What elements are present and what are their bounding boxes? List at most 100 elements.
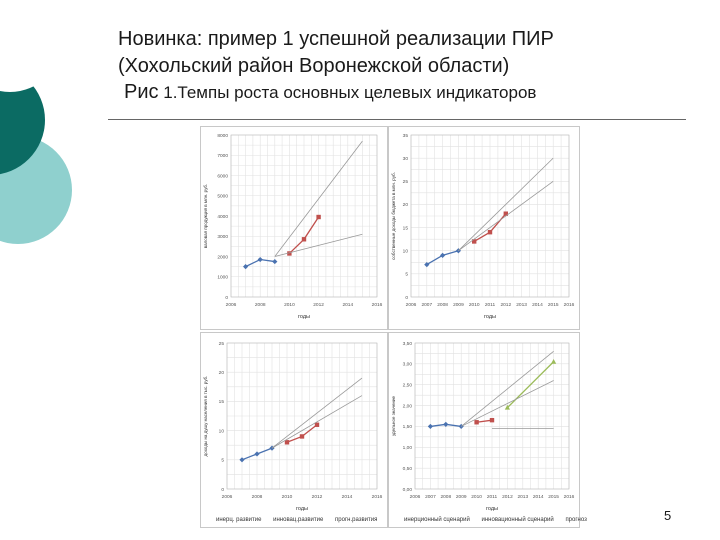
data-point: [272, 258, 278, 265]
data-point: [504, 404, 510, 410]
page-number: 5: [664, 508, 672, 523]
y-tick-label: 7000: [217, 153, 228, 159]
trend-line: [271, 395, 363, 449]
decor-white-circle: [0, 0, 62, 92]
trend-line: [271, 377, 363, 449]
x-tick-label: 2006: [222, 494, 233, 500]
title-divider: [108, 119, 686, 120]
legend-right: инерционный сценарий инновационный сцена…: [404, 517, 597, 523]
x-tick-label: 2010: [471, 494, 482, 500]
x-tick-label: 2012: [312, 494, 323, 500]
y-tick-label: 3,00: [403, 362, 413, 368]
chart-specific-value: 2006 2007 2008 2009 2010 2011 2012 2013 2014 2015…: [391, 341, 575, 512]
x-tick-label: 2014: [532, 302, 543, 308]
figure-caption-text: 1.Темпы роста основных целевых индикатор…: [158, 83, 537, 102]
trend-line: [461, 380, 554, 427]
x-tick-label: 2013: [516, 302, 527, 308]
y-tick-label: 6000: [217, 173, 228, 179]
y-tick-label: 0: [405, 295, 408, 301]
x-axis-label: годы: [298, 314, 310, 320]
chart-panel-4: 2006 2007 2008 2009 2010 2011 2012 2013 2014 2015…: [388, 332, 580, 528]
data-point: [487, 230, 493, 235]
x-axis-label: годы: [486, 506, 498, 512]
y-tick-label: 8000: [217, 133, 228, 139]
data-point: [299, 434, 305, 439]
data-point: [239, 457, 245, 463]
data-point: [489, 417, 495, 423]
x-tick-label: 2010: [282, 494, 293, 500]
y-tick-label: 25: [219, 341, 225, 347]
x-tick-label: 2014: [342, 494, 353, 500]
x-tick-label: 2016: [372, 494, 383, 500]
legend-left-item-3: прогн.развития: [335, 517, 378, 523]
data-point: [503, 211, 508, 216]
y-tick-label: 2000: [217, 254, 228, 260]
y-axis-label: удельное значение: [391, 395, 396, 436]
x-tick-label: 2007: [421, 302, 432, 308]
legend-right-item-3: прогноз: [565, 517, 587, 523]
trend-line: [460, 351, 554, 427]
data-point: [254, 451, 260, 457]
y-axis-label: доходы на душу населения в тыс. руб.: [203, 376, 208, 457]
x-tick-label: 2009: [453, 302, 464, 308]
x-tick-label: 2008: [437, 302, 448, 308]
y-tick-label: 1000: [217, 275, 228, 281]
series-line: [476, 419, 493, 423]
figure-caption: Рис 1.Темпы роста основных целевых индик…: [124, 80, 708, 105]
y-tick-label: 0,00: [403, 487, 413, 493]
y-tick-label: 1,50: [403, 424, 413, 430]
data-point: [551, 358, 557, 364]
x-tick-label: 2014: [342, 302, 353, 308]
x-tick-label: 2008: [255, 302, 266, 308]
x-tick-label: 2011: [487, 494, 498, 500]
chart-budget-revenue: 2006 2007 2008 2009 2010 2011 2012 2013 2014 2015…: [391, 133, 575, 320]
y-tick-label: 30: [403, 156, 409, 162]
x-tick-label: 2016: [372, 302, 383, 308]
plot-area: [226, 342, 378, 490]
data-point: [427, 423, 433, 430]
chart-income-per-capita: 2006 2008 2010 2012 2014 2016 0 5 10 15 20 25 годы до…: [203, 341, 383, 512]
data-point: [257, 256, 263, 263]
x-tick-label: 2013: [517, 494, 528, 500]
data-point: [472, 239, 477, 244]
x-axis-label: годы: [484, 314, 496, 320]
x-tick-label: 2010: [469, 302, 480, 308]
plot-area: [414, 342, 570, 490]
data-point: [287, 251, 292, 256]
decor-dark-circle: [0, 65, 45, 175]
data-point: [474, 420, 479, 425]
legend-left-item-1: инерц. развитие: [216, 517, 262, 523]
y-tick-label: 20: [403, 202, 409, 208]
x-tick-label: 2016: [564, 302, 575, 308]
decorative-circles: [0, 0, 72, 244]
x-tick-label: 2006: [410, 494, 421, 500]
y-tick-label: 5: [405, 272, 408, 278]
y-tick-label: 3000: [217, 234, 228, 240]
x-tick-label: 2012: [313, 302, 324, 308]
figure-caption-prefix: Рис: [124, 81, 159, 103]
y-tick-label: 10: [403, 249, 409, 255]
y-tick-label: 15: [403, 225, 409, 231]
data-point: [440, 252, 446, 258]
x-axis-label: годы: [296, 506, 308, 512]
data-point: [301, 237, 307, 242]
y-tick-label: 15: [219, 399, 225, 405]
y-tick-label: 3,50: [403, 341, 413, 347]
title-line-1: Новинка: пример 1 успешной реализации ПИ…: [118, 28, 554, 50]
chart-panel-3: 2006 2008 2010 2012 2014 2016 0 5 10 15 20 25 годы до…: [200, 332, 388, 528]
data-point: [284, 440, 290, 445]
legend-right-item-2: инновационный сценарий: [481, 517, 554, 523]
slide-title: Новинка: пример 1 успешной реализации ПИ…: [118, 26, 708, 105]
y-tick-label: 0: [225, 295, 228, 301]
trend-line: [458, 180, 554, 252]
x-tick-label: 2010: [284, 302, 295, 308]
x-tick-label: 2015: [548, 302, 559, 308]
legend-left: инерц. развитие инновац.развитие прогн.р…: [216, 517, 387, 523]
plot-area: [230, 134, 378, 298]
data-point: [424, 262, 430, 268]
y-tick-label: 4000: [217, 214, 228, 220]
x-tick-label: 2011: [485, 302, 496, 308]
legend-right-item-1: инерционный сценарий: [404, 517, 470, 523]
chart-panel-2: 2006 2007 2008 2009 2010 2011 2012 2013 2014 2015…: [388, 126, 580, 330]
x-tick-label: 2007: [425, 494, 436, 500]
